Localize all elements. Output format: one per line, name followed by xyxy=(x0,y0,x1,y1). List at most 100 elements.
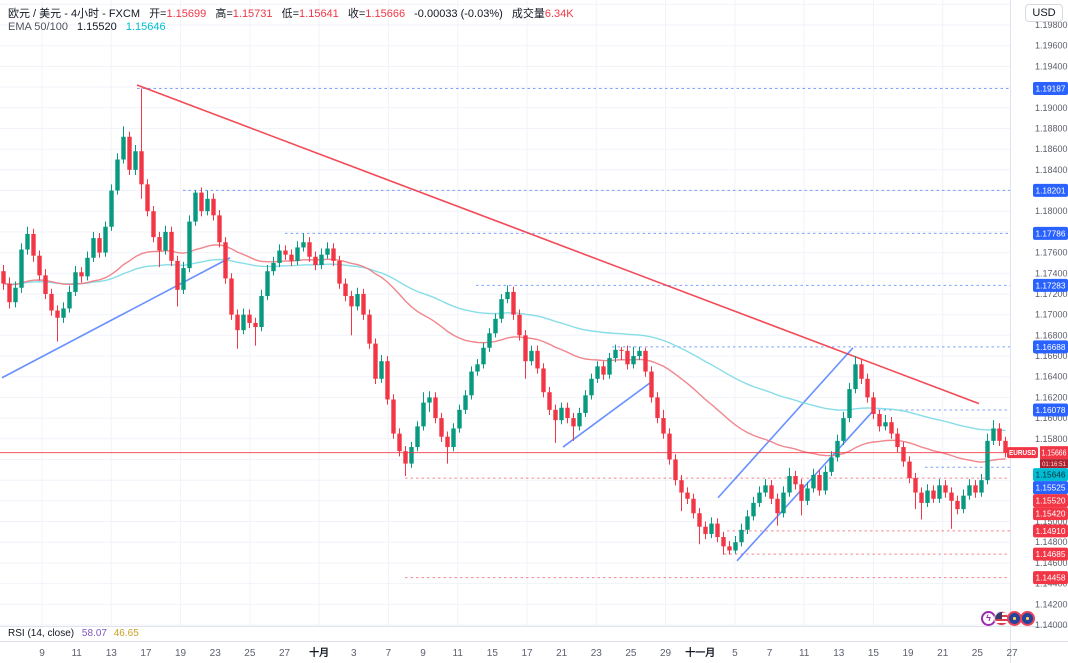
candle[interactable] xyxy=(445,431,450,464)
candle[interactable] xyxy=(979,473,984,497)
candle[interactable] xyxy=(175,255,180,307)
candle[interactable] xyxy=(943,480,948,498)
candle[interactable] xyxy=(25,226,30,255)
candle[interactable] xyxy=(289,249,294,267)
candle[interactable] xyxy=(331,243,336,267)
x-axis-label[interactable]: 25 xyxy=(625,648,637,659)
candle[interactable] xyxy=(61,302,66,323)
candle[interactable] xyxy=(229,273,234,320)
x-axis[interactable]: 9 11 13 17 19 23 25 27 十月 3 7 9 11 15 17 21 23 25 29 十一月 5 7 1… xyxy=(39,646,1018,659)
candle[interactable] xyxy=(217,210,222,248)
candle[interactable] xyxy=(475,359,480,376)
candle[interactable] xyxy=(427,391,432,412)
candle[interactable] xyxy=(811,468,816,493)
candle[interactable] xyxy=(649,366,654,403)
trendline[interactable] xyxy=(717,347,854,499)
candle[interactable] xyxy=(901,441,906,467)
x-axis-label[interactable]: 21 xyxy=(937,648,949,659)
candle[interactable] xyxy=(661,409,666,439)
trendline[interactable] xyxy=(136,84,980,405)
candle[interactable] xyxy=(787,467,792,497)
trendline[interactable] xyxy=(1,257,231,379)
x-axis-label[interactable]: 十月 xyxy=(309,646,329,659)
candle[interactable] xyxy=(907,456,912,484)
candle[interactable] xyxy=(751,496,756,521)
candle[interactable] xyxy=(325,242,330,259)
x-axis-label[interactable]: 11 xyxy=(71,648,82,659)
candle[interactable] xyxy=(691,493,696,519)
candle[interactable] xyxy=(673,454,678,486)
candle[interactable] xyxy=(769,480,774,504)
candle[interactable] xyxy=(295,241,300,266)
currency-toggle-button[interactable]: USD xyxy=(1025,4,1063,22)
candle[interactable] xyxy=(955,495,960,515)
candle[interactable] xyxy=(265,265,270,301)
candle[interactable] xyxy=(877,410,882,432)
candle[interactable] xyxy=(103,221,108,257)
x-axis-label[interactable]: 23 xyxy=(591,648,603,659)
candle[interactable] xyxy=(781,486,786,518)
candle[interactable] xyxy=(193,190,198,226)
candle[interactable] xyxy=(913,472,918,510)
candle[interactable] xyxy=(187,215,192,273)
candle[interactable] xyxy=(355,287,360,311)
candle[interactable] xyxy=(709,517,714,539)
x-axis-label[interactable]: 17 xyxy=(521,648,533,659)
x-axis-label[interactable]: 25 xyxy=(972,648,984,659)
candle[interactable] xyxy=(19,243,24,293)
candle[interactable] xyxy=(127,131,132,176)
candle[interactable] xyxy=(841,411,846,445)
candle[interactable] xyxy=(481,342,486,369)
candle[interactable] xyxy=(799,479,804,516)
candle[interactable] xyxy=(85,251,90,281)
candle[interactable] xyxy=(145,179,150,217)
candle[interactable] xyxy=(55,305,60,342)
candle[interactable] xyxy=(667,428,672,465)
candle[interactable] xyxy=(319,248,324,270)
candle[interactable] xyxy=(985,433,990,485)
candle[interactable] xyxy=(535,345,540,374)
candle[interactable] xyxy=(457,404,462,433)
candle[interactable] xyxy=(1,265,6,290)
trendlines-layer[interactable] xyxy=(1,84,980,562)
x-axis-label[interactable]: 15 xyxy=(487,648,499,659)
candle[interactable] xyxy=(775,493,780,526)
candle[interactable] xyxy=(961,489,966,514)
candles-layer[interactable] xyxy=(1,88,1008,555)
candle[interactable] xyxy=(373,338,378,384)
candle[interactable] xyxy=(115,153,120,195)
candle[interactable] xyxy=(625,345,630,370)
x-axis-label[interactable]: 5 xyxy=(732,648,738,659)
x-axis-label[interactable]: 9 xyxy=(39,648,45,659)
candle[interactable] xyxy=(505,285,510,304)
candle[interactable] xyxy=(283,245,288,260)
candle[interactable] xyxy=(451,423,456,452)
candle[interactable] xyxy=(223,237,228,284)
candle[interactable] xyxy=(931,485,936,503)
candle[interactable] xyxy=(493,313,498,338)
candle[interactable] xyxy=(823,465,828,495)
candle[interactable] xyxy=(511,286,516,320)
x-axis-label[interactable]: 19 xyxy=(903,648,915,659)
candle[interactable] xyxy=(547,387,552,415)
candle[interactable] xyxy=(685,487,690,504)
candle[interactable] xyxy=(91,231,96,262)
candle[interactable] xyxy=(307,237,312,262)
candle[interactable] xyxy=(379,354,384,383)
candle[interactable] xyxy=(613,344,618,363)
candle[interactable] xyxy=(349,290,354,336)
x-axis-label[interactable]: 21 xyxy=(556,648,568,659)
candle[interactable] xyxy=(829,451,834,477)
x-axis-label[interactable]: 17 xyxy=(140,648,152,659)
candle[interactable] xyxy=(739,523,744,547)
x-axis-label[interactable]: 十一月 xyxy=(685,646,715,659)
candle[interactable] xyxy=(415,421,420,452)
candle[interactable] xyxy=(121,126,126,164)
candle[interactable] xyxy=(13,281,18,308)
candle[interactable] xyxy=(583,390,588,418)
candle[interactable] xyxy=(277,244,282,268)
candle[interactable] xyxy=(577,407,582,431)
candle[interactable] xyxy=(337,255,342,289)
candle[interactable] xyxy=(643,347,648,377)
